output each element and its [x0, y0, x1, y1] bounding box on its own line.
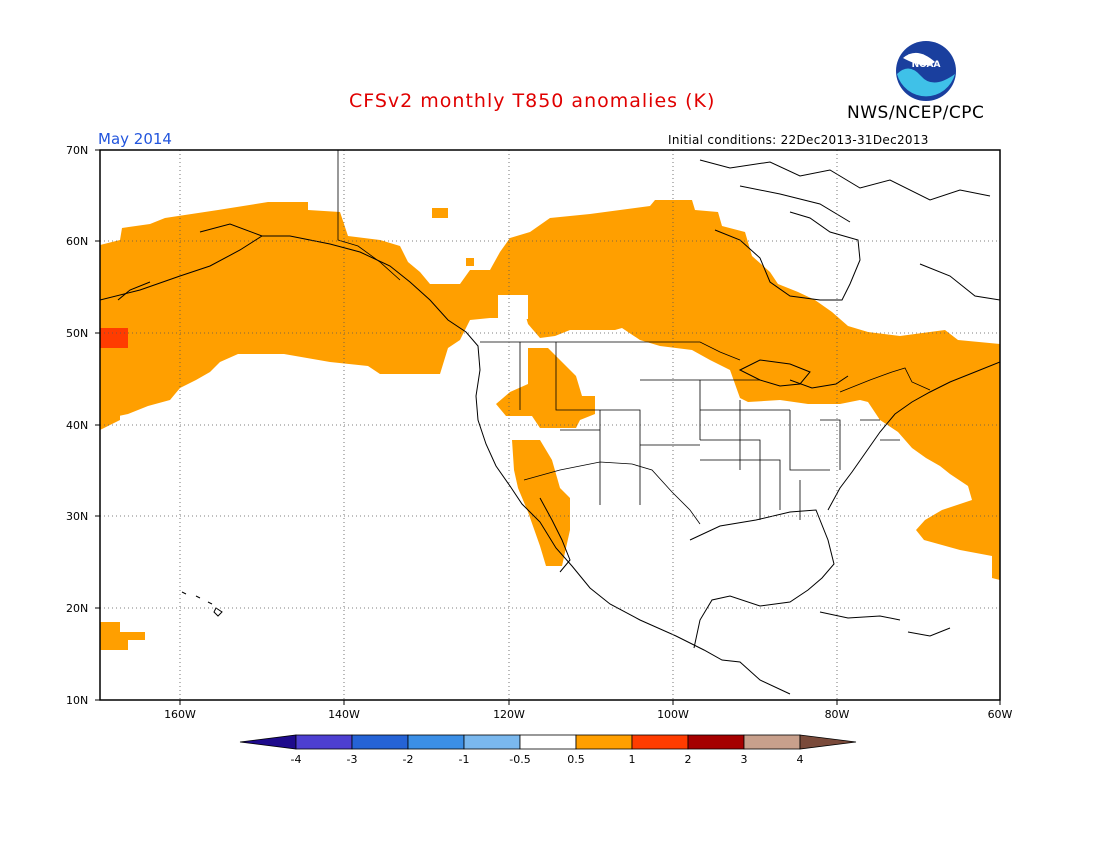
colorbar: [239, 734, 857, 750]
colorbar-tick: 1: [629, 753, 636, 766]
colorbar-cell: [519, 734, 577, 750]
lat-label: 30N: [66, 510, 88, 523]
colorbar-tick: -3: [347, 753, 358, 766]
colorbar-cell: [351, 734, 409, 750]
lat-label: 40N: [66, 419, 88, 432]
lon-label: 120W: [493, 708, 525, 721]
anomaly-region-pacific: [100, 200, 1000, 580]
noaa-logo: NOAA: [895, 40, 957, 102]
colorbar-tick: 3: [741, 753, 748, 766]
initial-conditions-label: Initial conditions: 22Dec2013-31Dec2013: [668, 133, 929, 147]
colorbar-tick-labels: -4 -3 -2 -1 -0.5 0.5 1 2 3 4: [291, 753, 804, 766]
colorbar-tick: -0.5: [509, 753, 530, 766]
colorbar-min-arrow: [239, 734, 297, 750]
colorbar-tick: 0.5: [567, 753, 585, 766]
lat-label: 10N: [66, 694, 88, 707]
lon-label: 100W: [657, 708, 689, 721]
colorbar-tick: 2: [685, 753, 692, 766]
anomaly-region-pacific-sw: [100, 355, 120, 430]
chart-title: CFSv2 monthly T850 anomalies (K): [349, 90, 716, 112]
month-label: May 2014: [98, 130, 172, 148]
colorbar-tick: -2: [403, 753, 414, 766]
lon-label: 160W: [164, 708, 196, 721]
lat-label: 70N: [66, 144, 88, 157]
colorbar-cell: [687, 734, 745, 750]
agency-label: NWS/NCEP/CPC: [847, 103, 985, 123]
political-borders: [337, 150, 931, 525]
colorbar-cell: [407, 734, 465, 750]
lon-label: 60W: [988, 708, 1013, 721]
colorbar-tick: -4: [291, 753, 302, 766]
axis-ticks: [95, 149, 1001, 705]
colorbar-cell: [575, 734, 633, 750]
anomaly-region-baja: [512, 440, 570, 566]
colorbar-tick: 4: [797, 753, 804, 766]
anomaly-region-west-us: [496, 348, 595, 428]
lon-label: 80W: [825, 708, 850, 721]
colorbar-cell: [463, 734, 521, 750]
colorbar-tick: -1: [459, 753, 470, 766]
anomaly-cell-nw-atlantic: [432, 208, 448, 218]
colorbar-cell: [631, 734, 689, 750]
colorbar-cell: [743, 734, 801, 750]
lat-label: 20N: [66, 602, 88, 615]
colorbar-cell: [295, 734, 353, 750]
anomaly-fill: [100, 200, 1000, 650]
noaa-logo-text: NOAA: [912, 60, 941, 70]
lat-label: 50N: [66, 327, 88, 340]
colorbar-max-arrow: [799, 734, 857, 750]
coastlines: [100, 159, 1000, 695]
lon-label: 140W: [328, 708, 360, 721]
anomaly-cell-red: [100, 328, 128, 348]
anomaly-cell-hudson: [466, 258, 474, 266]
anomaly-region-hawaii-sw: [100, 622, 145, 650]
lat-label: 60N: [66, 235, 88, 248]
